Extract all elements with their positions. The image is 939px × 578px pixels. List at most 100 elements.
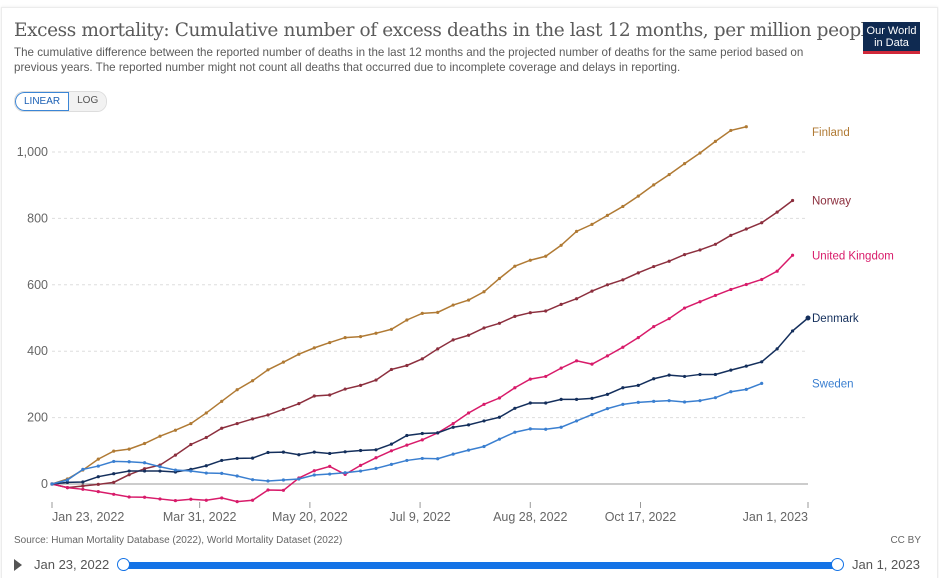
data-point — [405, 443, 409, 447]
data-point — [482, 326, 486, 330]
data-point — [266, 450, 270, 455]
data-point — [528, 401, 532, 405]
data-point — [297, 453, 301, 457]
series-line — [51, 126, 747, 485]
data-point — [451, 338, 455, 342]
data-point — [112, 480, 116, 484]
data-point — [729, 368, 733, 372]
data-point — [466, 298, 471, 302]
data-point — [235, 388, 239, 392]
data-point — [497, 321, 502, 325]
data-point — [281, 488, 286, 492]
y-tick-label: 200 — [27, 411, 48, 425]
data-point — [652, 183, 656, 187]
data-point — [528, 427, 532, 431]
data-point — [559, 243, 563, 247]
data-point — [466, 411, 471, 415]
data-point — [436, 347, 440, 351]
data-point — [713, 139, 718, 143]
data-point — [328, 464, 332, 469]
data-point — [204, 498, 208, 502]
timeline-end-label: Jan 1, 2023 — [852, 557, 920, 572]
source-note[interactable]: Source: Human Mortality Database (2022),… — [14, 535, 343, 546]
data-point — [343, 471, 347, 475]
timeline-track[interactable] — [124, 562, 838, 569]
data-point — [235, 474, 239, 478]
data-point — [127, 447, 131, 451]
data-point — [266, 479, 270, 483]
x-tick-label: Jul 9, 2022 — [389, 510, 450, 524]
data-point — [204, 435, 208, 440]
data-point — [235, 499, 239, 504]
data-point — [235, 421, 239, 426]
log-button[interactable]: LOG — [69, 92, 107, 111]
series-line — [51, 254, 794, 503]
data-point — [312, 346, 316, 350]
data-point — [204, 411, 208, 415]
data-point — [374, 378, 378, 382]
x-tick-label: May 20, 2022 — [272, 510, 348, 524]
data-point — [112, 459, 116, 464]
data-point — [389, 449, 394, 453]
data-point — [374, 448, 378, 452]
data-point — [312, 394, 316, 398]
x-tick-label: Mar 31, 2022 — [163, 510, 237, 524]
data-point — [713, 293, 718, 298]
license-link[interactable]: CC BY — [890, 535, 921, 546]
data-point — [760, 360, 764, 364]
data-point — [250, 456, 255, 460]
data-point — [544, 427, 548, 431]
data-point — [451, 421, 455, 426]
data-point — [281, 478, 286, 482]
data-point — [790, 329, 795, 333]
data-point — [682, 306, 687, 310]
data-point — [158, 465, 162, 469]
data-point — [328, 340, 332, 345]
series-line — [51, 382, 762, 485]
data-point — [374, 456, 378, 460]
data-point — [405, 318, 409, 322]
data-point — [744, 387, 748, 391]
data-point — [760, 221, 764, 225]
data-point — [204, 471, 208, 475]
data-point — [559, 425, 563, 429]
data-point — [96, 482, 100, 486]
data-point — [790, 198, 795, 203]
play-icon[interactable] — [14, 559, 22, 571]
data-point — [189, 497, 193, 501]
data-point — [682, 400, 687, 404]
data-point — [142, 469, 147, 473]
x-tick-label: Aug 28, 2022 — [493, 510, 567, 524]
timeline-start-handle[interactable] — [117, 558, 130, 571]
data-point — [312, 450, 316, 454]
data-point — [312, 473, 316, 477]
data-point — [358, 383, 363, 387]
owid-logo[interactable]: Our World in Data — [863, 22, 920, 54]
series-norway: Norway — [50, 195, 851, 490]
data-point — [698, 248, 702, 252]
data-point — [482, 444, 486, 449]
linear-button[interactable]: LINEAR — [15, 92, 70, 111]
data-point — [50, 482, 54, 486]
data-point — [713, 372, 718, 377]
data-point — [698, 372, 702, 377]
data-point — [574, 359, 579, 363]
data-point — [713, 242, 718, 246]
data-point — [358, 334, 363, 339]
data-point — [466, 423, 471, 427]
data-point — [220, 496, 224, 500]
data-point — [760, 381, 764, 386]
data-point — [698, 151, 702, 155]
data-point — [497, 276, 502, 281]
data-point — [420, 431, 424, 436]
data-point — [250, 478, 255, 482]
timeline-end-handle[interactable] — [831, 558, 844, 571]
scale-toggle[interactable]: LINEAR LOG — [14, 91, 108, 112]
data-point — [636, 271, 640, 275]
data-point — [235, 456, 239, 461]
y-tick-label: 0 — [41, 477, 48, 491]
data-point — [652, 264, 656, 269]
data-point — [559, 366, 563, 370]
data-point — [729, 128, 733, 133]
